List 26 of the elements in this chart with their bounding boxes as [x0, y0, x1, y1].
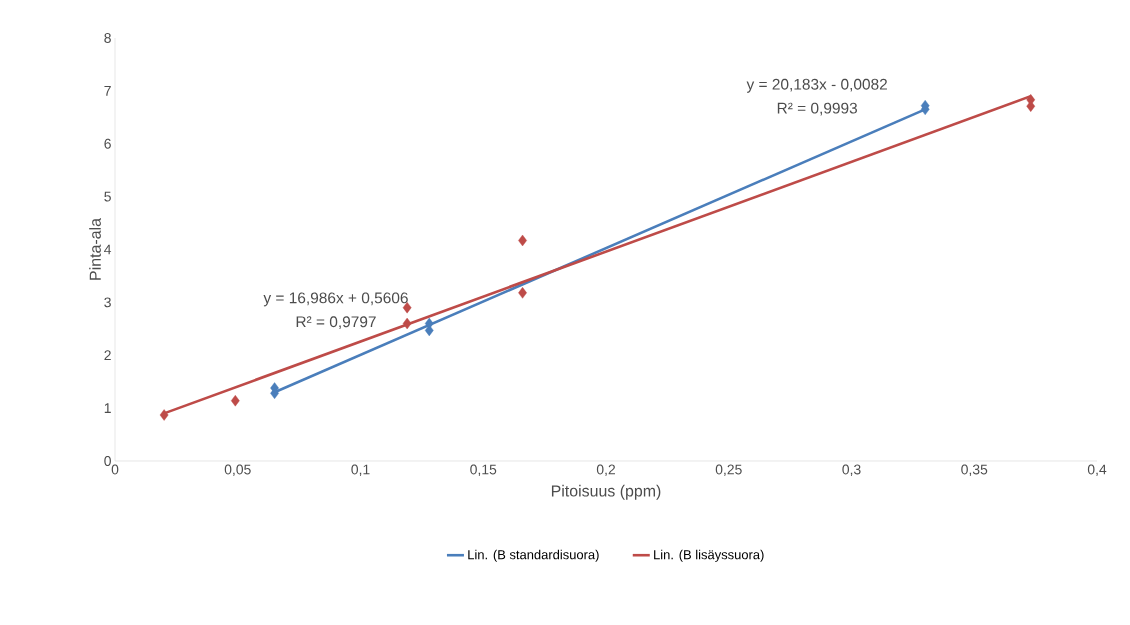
y-tick-label: 6: [104, 138, 111, 149]
legend-label: Lin. (B standardisuora): [468, 549, 599, 562]
x-tick-label: 0,15: [470, 464, 497, 477]
y-tick-label: 1: [104, 403, 111, 413]
y-tick-label: 3: [104, 297, 111, 308]
x-axis-title: Pitoisuus (ppm): [551, 484, 661, 500]
y-tick-label: 8: [104, 33, 111, 43]
x-tick-label: 0: [111, 464, 119, 475]
annotation: R² = 0,9993: [777, 102, 857, 116]
annotation: y = 20,183x - 0,0082: [746, 78, 887, 93]
y-tick-label: 4: [104, 244, 112, 255]
x-tick-label: 0,25: [715, 464, 742, 477]
y-tick-label: 2: [104, 350, 111, 361]
annotation: y = 16,986x + 0,5606: [263, 292, 408, 307]
y-tick-label: 0: [104, 456, 111, 466]
x-tick-label: 0,2: [596, 464, 616, 477]
x-tick-label: 0,4: [1087, 464, 1107, 477]
y-tick-label: 7: [104, 86, 111, 96]
x-tick-label: 0,05: [224, 464, 251, 477]
x-tick-label: 0,3: [842, 464, 861, 477]
x-tick-label: 0,35: [961, 464, 988, 477]
legend-label: Lin. (B lisäyssuora): [654, 549, 764, 562]
annotation: R² = 0,9797: [296, 316, 376, 330]
y-axis-title: Pinta-ala: [89, 218, 101, 280]
x-tick-label: 0,1: [351, 464, 370, 477]
y-tick-label: 5: [104, 191, 111, 202]
